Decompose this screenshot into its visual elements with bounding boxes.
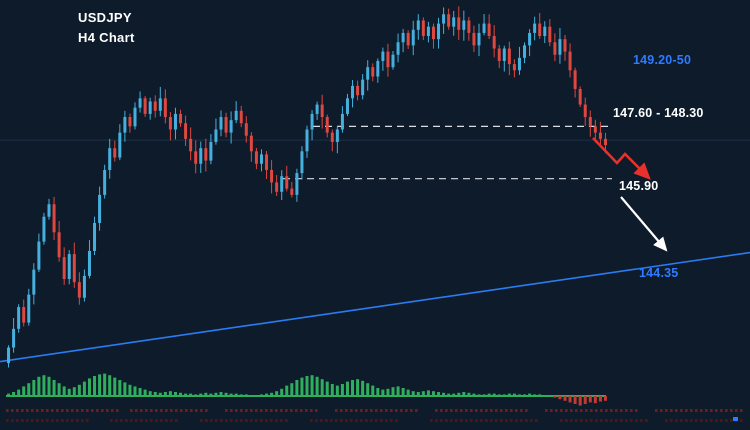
ascending-trendline <box>0 251 750 363</box>
white-projection-arrow <box>620 196 668 252</box>
signal-rows <box>6 409 743 422</box>
timeframe-label: H4 Chart <box>78 30 135 45</box>
red-projection-arrow <box>592 137 651 180</box>
symbol-label: USDJPY <box>78 10 132 25</box>
chart-title: USDJPY H4 Chart <box>78 8 135 48</box>
end-marker <box>733 417 738 421</box>
candles-group <box>7 6 607 368</box>
oscillator-histogram <box>6 373 607 406</box>
